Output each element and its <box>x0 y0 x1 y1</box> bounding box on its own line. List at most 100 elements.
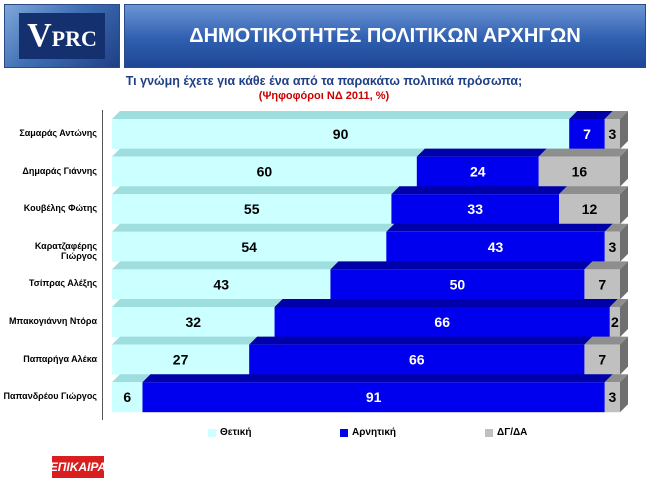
legend-label-negative: Αρνητική <box>352 427 397 438</box>
bar-top-dkna <box>604 223 628 232</box>
bar-side <box>620 148 628 187</box>
bar-top-positive <box>112 186 400 195</box>
bar-positive <box>112 344 250 375</box>
bar-top-negative <box>416 148 547 157</box>
legend-label-positive: Θετική <box>220 427 252 438</box>
bar-top-positive <box>112 261 339 270</box>
bar-top-negative <box>142 374 613 383</box>
legend-dkna: ΔΓ/ΔΑ <box>485 427 527 438</box>
category-label: Μπακογιάννη Ντόρα <box>8 316 97 326</box>
bar-side <box>620 111 628 149</box>
data-label-positive: 54 <box>241 239 257 255</box>
data-label-negative: 50 <box>450 276 466 292</box>
bar-negative <box>142 382 605 413</box>
category-label: Σαμαράς Αντώνης <box>19 128 97 138</box>
logo-letter: V <box>27 17 52 54</box>
category-label: Τσίπρας Αλέξης <box>28 278 97 289</box>
bar-side <box>620 186 628 225</box>
legend-swatch-negative <box>340 428 348 437</box>
data-label-positive: 90 <box>333 126 349 142</box>
bar-dkna <box>604 382 620 413</box>
data-label-negative: 66 <box>434 314 450 330</box>
data-label-positive: 27 <box>173 352 189 368</box>
bar-dkna <box>584 269 620 300</box>
data-label-negative: 24 <box>470 164 486 180</box>
bar-positive <box>112 119 570 149</box>
bar-dkna <box>559 194 620 225</box>
bar-negative <box>386 231 605 262</box>
subquestion-text: (Ψηφοφόροι ΝΔ 2011, %) <box>258 90 390 102</box>
bar-top-negative <box>569 111 613 119</box>
bar-top-negative <box>386 223 613 232</box>
data-label-positive: 32 <box>185 314 201 330</box>
legend-swatch-positive <box>208 428 216 437</box>
bar-side <box>620 299 628 337</box>
bar-top-dkna <box>538 148 628 157</box>
epikaira-logo: ΕΠΙΚΑΙΡΑ <box>50 456 106 478</box>
bar-side <box>620 223 628 262</box>
bar-top-positive <box>112 299 283 307</box>
bar-top-positive <box>112 148 425 157</box>
category-label: Παπαρήγα Αλέκα <box>23 353 97 364</box>
legend-negative: Αρνητική <box>340 427 396 438</box>
bar-top-positive <box>112 223 395 232</box>
bar-dkna <box>604 231 620 262</box>
bar-top-negative <box>274 299 618 307</box>
bar-top-dkna <box>584 336 628 345</box>
bar-positive <box>112 307 275 337</box>
bar-dkna <box>538 156 620 187</box>
bar-top-positive <box>112 111 578 119</box>
vprc-logo: VPRC <box>4 4 120 68</box>
logo-text: VPRC <box>27 17 97 55</box>
bar-dkna <box>604 119 620 149</box>
category-label: Κουβέλης Φώτης <box>23 203 97 214</box>
data-label-dkna: 12 <box>582 201 598 217</box>
data-label-positive: 60 <box>257 164 273 180</box>
data-label-dkna: 3 <box>608 389 616 405</box>
chart-title: ΔΗΜΟΤΙΚΟΤΗΤΕΣ ΠΟΛΙΤΙΚΩΝ ΑΡΧΗΓΩΝ <box>189 24 581 47</box>
bar-dkna <box>609 307 620 337</box>
bar-top-negative <box>330 261 593 270</box>
bar-negative <box>274 307 610 337</box>
data-label-positive: 43 <box>213 276 229 292</box>
data-label-dkna: 7 <box>598 276 606 292</box>
data-label-negative: 43 <box>488 239 504 255</box>
bar-negative <box>330 269 585 300</box>
legend-swatch-dkna <box>485 428 493 437</box>
bar-positive <box>112 269 331 300</box>
data-label-positive: 6 <box>123 389 131 405</box>
bar-top-dkna <box>604 111 628 119</box>
bar-positive <box>112 194 392 225</box>
bar-side <box>620 336 628 375</box>
bar-negative <box>416 156 539 187</box>
legend-positive: Θετική <box>208 427 251 438</box>
data-label-dkna: 7 <box>598 352 606 368</box>
bar-side <box>620 374 628 413</box>
bar-positive <box>112 382 143 413</box>
data-label-dkna: 3 <box>608 239 616 255</box>
bar-positive <box>112 156 417 187</box>
question-text: Τι γνώμη έχετε για κάθε ένα από τα παρακ… <box>125 74 523 88</box>
bar-dkna <box>584 344 620 375</box>
bar-top-positive <box>112 374 151 383</box>
title-bar: ΔΗΜΟΤΙΚΟΤΗΤΕΣ ΠΟΛΙΤΙΚΩΝ ΑΡΧΗΓΩΝ <box>124 4 646 68</box>
logo-badge: VPRC <box>19 13 105 59</box>
bar-top-dkna <box>604 374 628 383</box>
bar-top-negative <box>391 186 568 195</box>
data-label-negative: 91 <box>366 389 382 405</box>
bar-side <box>620 261 628 300</box>
data-label-dkna: 2 <box>611 314 619 330</box>
data-label-negative: 7 <box>583 126 591 142</box>
bar-top-dkna <box>584 261 628 270</box>
data-label-positive: 55 <box>244 201 260 217</box>
bar-top-negative <box>249 336 593 345</box>
bar-negative <box>249 344 585 375</box>
bar-negative <box>391 194 560 225</box>
category-axis-line <box>102 110 103 420</box>
data-label-dkna: 3 <box>608 126 616 142</box>
data-label-negative: 66 <box>409 352 425 368</box>
data-label-negative: 33 <box>467 201 483 217</box>
legend-label-dkna: ΔΓ/ΔΑ <box>497 427 528 438</box>
bar-top-positive <box>112 336 258 345</box>
